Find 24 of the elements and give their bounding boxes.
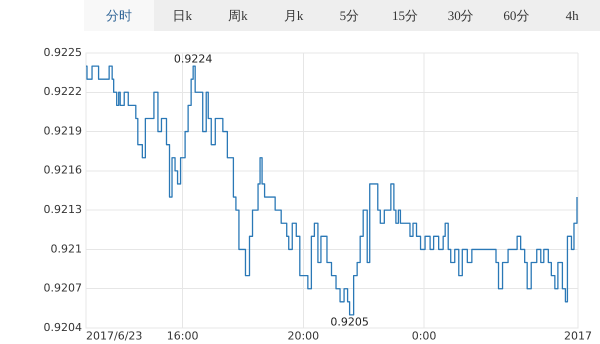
y-tick-label: 0.9219: [44, 124, 82, 138]
y-tick-label: 0.9204: [44, 320, 82, 334]
y-tick-label: 0.9213: [44, 203, 82, 216]
text: 日k: [171, 7, 193, 25]
y-tick-label: 0.9225: [44, 46, 82, 59]
text: 周k: [227, 7, 249, 25]
text: 5分: [338, 7, 360, 25]
text: 60分: [502, 7, 530, 25]
y-tick-label: 0.921: [50, 242, 82, 256]
x-tick-label: 20:00: [287, 329, 320, 342]
annotation: 0.9205: [330, 315, 369, 328]
x-tick-label: 0:00: [412, 329, 436, 342]
y-tick-label: 0.9222: [44, 85, 82, 98]
x-tick-label: 2017/6/23: [86, 329, 142, 342]
y-tick-label: 0.9207: [44, 282, 82, 295]
text: 15分: [391, 7, 420, 25]
annotation: 0.9224: [174, 52, 212, 66]
text: 分时: [84, 0, 154, 31]
x-tick-label: 2017: [564, 329, 592, 342]
text: 月k: [282, 7, 304, 25]
text: 30分: [446, 7, 475, 25]
y-tick-label: 0.9216: [44, 164, 82, 177]
x-tick-label: 16:00: [166, 329, 198, 342]
text: 4h: [564, 7, 580, 25]
